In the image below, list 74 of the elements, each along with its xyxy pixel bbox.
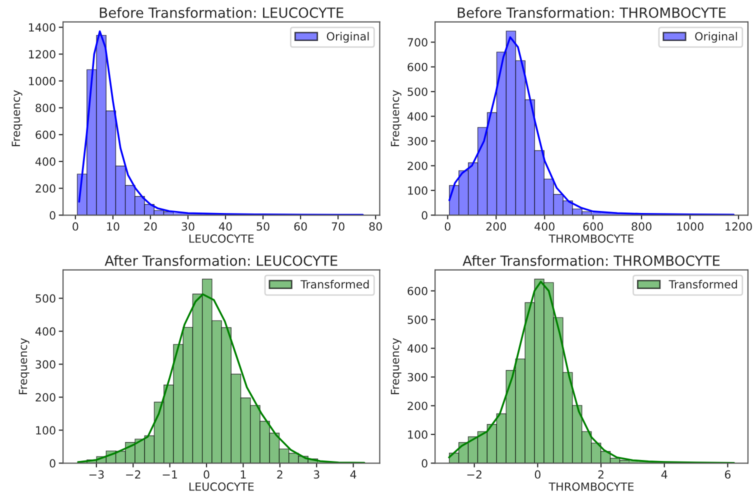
x-tick-label: 6 [724,470,731,479]
x-tick-label: −2 [126,470,140,479]
x-tick-label: 2 [598,470,604,479]
x-tick-label: −3 [89,470,104,479]
y-tick-label: 0 [50,459,56,468]
y-tick-label: 600 [36,130,56,140]
x-tick-label: 4 [350,470,356,479]
x-axis-title: LEUCOCYTE [189,234,254,243]
chart-title: After Transformation: THROMBOCYTE [462,255,720,266]
y-tick-label: 500 [408,316,428,324]
x-tick-label: 0 [534,470,540,479]
x-tick-label: 60 [294,222,307,231]
y-tick-label: 200 [36,184,56,193]
y-tick-label: 100 [408,430,428,439]
y-tick-label: 400 [407,344,428,353]
y-tick-label: 200 [36,393,56,402]
y-tick-label: 1400 [29,23,56,32]
chart-title: Before Transformation: THROMBOCYTE [458,7,726,18]
y-tick-label: 200 [408,402,428,410]
y-tick-label: 1000 [29,76,56,86]
x-tick-label: −1 [162,470,177,479]
y-axis-title: Frequency [390,338,402,394]
x-tick-label: 0 [72,222,78,231]
y-tick-label: 500 [408,88,428,96]
x-tick-label: 0 [204,470,210,479]
x-tick-label: 70 [332,222,344,231]
x-tick-label: 0 [444,222,450,231]
legend-label: Original [695,32,737,43]
y-tick-label: 400 [35,157,56,166]
x-tick-label: 30 [182,222,194,231]
chart-title: Before Transformation: LEUCOCYTE [100,7,344,18]
x-tick-label: 40 [218,222,232,231]
x-tick-label: −2 [467,470,482,479]
y-tick-label: 500 [36,294,56,303]
y-tick-label: 600 [408,62,428,72]
x-tick-label: 3 [314,470,320,479]
y-tick-label: 300 [408,136,428,146]
x-tick-label: 10 [107,222,120,231]
y-tick-label: 700 [408,38,428,47]
y-tick-label: 300 [408,372,428,382]
y-tick-label: 0 [50,211,56,220]
y-tick-label: 400 [407,112,428,121]
y-tick-label: 100 [408,186,428,195]
y-tick-label: 1200 [29,50,56,58]
x-tick-label: 20 [144,222,157,231]
x-tick-label: 2 [277,470,282,479]
x-tick-label: 1200 [726,222,752,231]
y-axis-title: Frequency [390,90,402,146]
x-tick-label: 1000 [677,222,704,231]
chart-title: After Transformation: LEUCOCYTE [104,255,338,266]
x-tick-label: 200 [486,222,506,231]
x-tick-label: 50 [256,222,270,231]
x-axis-title: THROMBOCYTE [548,482,634,491]
y-tick-label: 0 [422,459,428,468]
x-axis-title: LEUCOCYTE [189,482,254,491]
x-tick-label: 1 [240,470,246,479]
x-tick-label: 80 [369,222,382,231]
x-axis-title: THROMBOCYTE [548,234,634,243]
legend-label: Original [326,32,369,43]
y-axis-title: Frequency [18,338,30,394]
x-tick-label: 4 [661,470,668,479]
y-tick-label: 100 [36,426,56,435]
y-tick-label: 800 [36,104,56,112]
y-tick-label: 200 [408,162,428,170]
legend-label: Transformed [300,280,369,289]
legend-label: Transformed [668,280,737,289]
y-axis-title: Frequency [12,90,22,146]
x-tick-label: 400 [534,222,554,231]
x-tick-label: 600 [583,222,603,231]
y-tick-label: 0 [422,211,428,220]
x-tick-label: 800 [632,222,652,231]
y-tick-label: 300 [36,360,56,369]
y-tick-label: 600 [408,286,428,296]
y-tick-label: 400 [35,327,56,336]
